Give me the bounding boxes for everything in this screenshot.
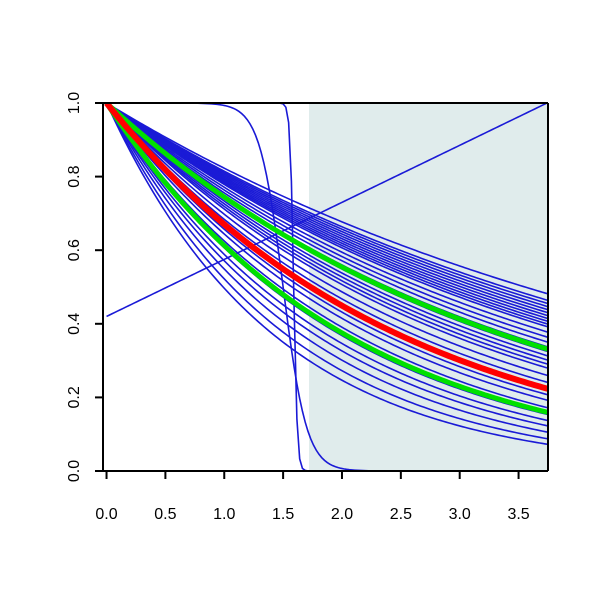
ensemble-curve-0 [106, 103, 548, 295]
x-tick-label-5: 2.5 [390, 506, 412, 523]
ensemble-curve-1 [106, 103, 548, 302]
y-tick-label-1: 0.2 [66, 386, 83, 408]
ensemble-curve-4 [106, 103, 548, 311]
ensemble-curve-31 [105, 103, 548, 446]
ensemble-curve-10 [106, 103, 548, 328]
axes-group: 0.0 0.5 1.0 1.5 2.0 2.5 3.0 3.5 0.0 0.2 0.4 0.6 0.8 1… [66, 92, 548, 523]
ensemble-curve-8 [106, 103, 548, 323]
ensemble-curve-18 [105, 103, 548, 366]
x-tick-label-1: 0.5 [154, 506, 176, 523]
ensemble-curve-2 [106, 103, 548, 305]
ensemble-curve-7 [106, 103, 548, 320]
x-tick-label-2: 1.0 [213, 506, 235, 523]
y-tick-label-4: 0.8 [66, 165, 83, 187]
ensemble-curve-9 [106, 103, 548, 325]
curves-group [104, 103, 548, 471]
special-curve-linear-2 [106, 103, 548, 318]
ensemble-curve-28 [105, 103, 548, 427]
ensemble-curve-29 [105, 103, 548, 433]
y-tick-label-2: 0.4 [66, 313, 83, 335]
x-tick-label-0: 0.0 [95, 506, 117, 523]
ensemble-curve-6 [106, 103, 548, 317]
ensemble-curve-11 [106, 103, 548, 333]
x-tick-label-3: 1.5 [272, 506, 294, 523]
ensemble-curve-19 [105, 103, 548, 369]
x-tick-label-6: 3.0 [449, 506, 471, 523]
ensemble-curve-24 [105, 103, 548, 402]
ensemble-curve-20 [105, 103, 548, 377]
band-curve-0 [104, 103, 548, 352]
ensemble-curve-27 [105, 103, 548, 422]
y-tick-label-0: 0.0 [66, 460, 83, 482]
band-curve-1 [104, 103, 548, 415]
ensemble-curve-3 [106, 103, 548, 308]
x-tick-label-4: 2.0 [331, 506, 353, 523]
ensemble-curve-30 [105, 103, 548, 440]
ensemble-curve-12 [106, 103, 548, 339]
y-tick-label-3: 0.6 [66, 239, 83, 261]
shaded-region [309, 103, 548, 471]
y-tick-label-5: 1.0 [66, 92, 83, 114]
ensemble-curve-5 [106, 103, 548, 314]
highlight-curve [104, 103, 548, 392]
x-tick-label-7: 3.5 [507, 506, 529, 523]
ensemble-curve-17 [105, 103, 548, 361]
